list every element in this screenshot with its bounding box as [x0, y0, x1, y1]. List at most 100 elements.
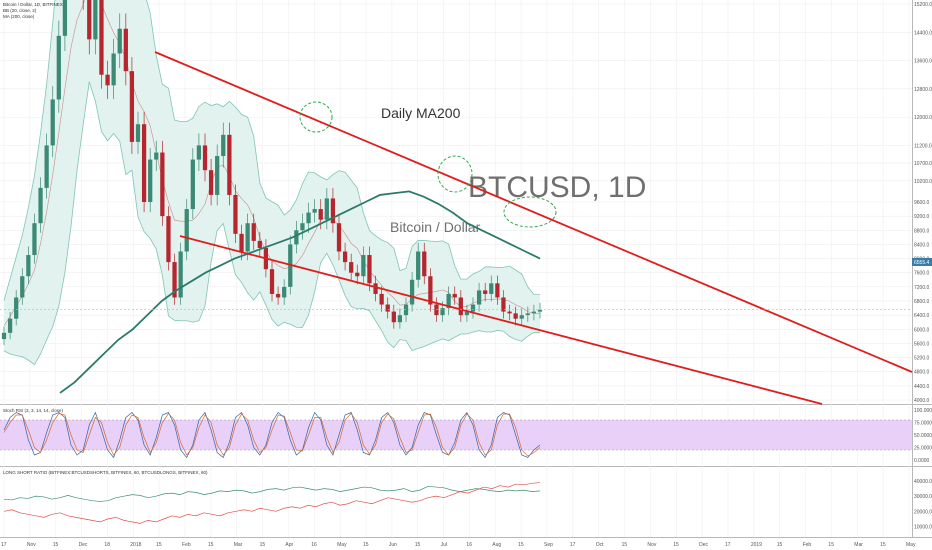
last-price-tag [912, 258, 932, 266]
time-tick-label: 15 [518, 542, 524, 548]
stoch-tick-label: 50.0000 [914, 433, 932, 439]
time-tick-label: 15 [363, 542, 369, 548]
price-tick-label: 9600.0 [914, 200, 930, 206]
ma200-line [59, 190, 541, 394]
candle [458, 297, 463, 316]
time-tick-label: 17 [570, 542, 576, 548]
time-tick-label: 15 [53, 542, 59, 548]
touch-highlight [503, 196, 557, 228]
candle [172, 262, 177, 298]
candle [105, 74, 110, 86]
time-tick-label: Mar [854, 542, 863, 548]
candle [160, 152, 165, 217]
price-axis: 15200.0 14400.0 13600.0 12800.0 12000.0 11200… [914, 2, 932, 530]
time-tick-label: Jun [389, 542, 397, 548]
candle [452, 293, 457, 298]
candle [50, 99, 55, 146]
candle [32, 223, 37, 256]
candle [446, 293, 451, 309]
candle [440, 308, 445, 316]
bollinger-lower [3, 81, 541, 366]
time-tick-label: 15 [415, 542, 421, 548]
time-tick-label: Aug [492, 542, 501, 548]
price-tick-label: 10700.0 [914, 161, 932, 167]
ratio-tick-label: 40000.0000 [914, 479, 932, 485]
watermark-sub: Bitcoin / Dollar [390, 219, 481, 235]
candle [178, 251, 183, 298]
stoch-line-k [3, 411, 541, 459]
time-tick-label: Jul [441, 542, 447, 548]
candle [373, 283, 378, 294]
time-tick-label: Oct [596, 542, 604, 548]
price-tick-label: 8400.0 [914, 242, 930, 248]
candle [190, 159, 195, 210]
candle [282, 286, 287, 298]
price-tick-label: 5600.0 [914, 341, 930, 347]
time-tick-label: Nov [647, 542, 656, 548]
candle [501, 297, 506, 312]
candle [537, 309, 543, 312]
candle [62, 0, 68, 36]
time-tick-label: Dec [699, 542, 708, 548]
bollinger-band-fill [4, 0, 540, 365]
candle [117, 28, 122, 54]
touch-highlight [437, 155, 473, 193]
stoch-tick-label: 75.0000 [914, 421, 932, 427]
candle [239, 233, 244, 252]
candle [470, 304, 476, 312]
candle [26, 255, 31, 277]
candle [361, 255, 366, 277]
candle [233, 194, 238, 234]
ratio-tick-label: 10000.0000 [914, 524, 932, 530]
candle [135, 124, 141, 142]
candle [519, 315, 524, 319]
price-tick-label: 15200.0 [914, 2, 932, 8]
candle [251, 223, 256, 241]
candle [166, 216, 171, 263]
candle [300, 223, 305, 231]
price-tick-label: 7200.0 [914, 285, 930, 291]
candle [245, 223, 250, 252]
candle [141, 124, 147, 202]
candle [525, 313, 530, 316]
time-tick-label: 18 [104, 542, 110, 548]
time-tick-label: Apr [285, 542, 293, 548]
time-tick-label: 15 [777, 542, 783, 548]
candle [507, 311, 512, 314]
candle [257, 240, 262, 248]
candle [294, 230, 299, 245]
stoch-rsi-chart [0, 411, 912, 459]
candle [111, 53, 116, 86]
candle [275, 293, 281, 298]
time-tick-label: Sep [544, 542, 553, 548]
upper-trendline [154, 51, 913, 373]
time-tick-label: 2019 [751, 542, 762, 548]
time-tick-label: 15 [880, 542, 886, 548]
candle [1, 332, 7, 340]
candle [184, 209, 189, 252]
time-tick-label: Feb [182, 542, 191, 548]
time-tick-label: 16 [311, 542, 317, 548]
time-tick-label: 15 [622, 542, 628, 548]
price-tick-label: 7600.0 [914, 271, 930, 277]
candle [391, 311, 396, 323]
stoch-tick-label: 100.0000 [914, 408, 932, 414]
time-tick-label: 15 [260, 542, 266, 548]
stoch-tick-label: 0.0000 [914, 458, 930, 464]
time-axis: 17 Nov 15 Dec 18 2018 15 Feb 15 Mar 15 Apr 16 May 15 Ju… [1, 542, 916, 548]
time-tick-label: Mar [234, 542, 243, 548]
ratio-panel [0, 467, 912, 537]
candle [129, 71, 135, 142]
candle [227, 134, 232, 195]
price-tick-label: 6400.0 [914, 313, 930, 319]
candle [531, 311, 537, 314]
candle [306, 212, 311, 224]
candle [123, 28, 128, 72]
candle [342, 251, 348, 263]
candle [99, 0, 104, 75]
candle [20, 276, 25, 298]
time-tick-label: 15 [208, 542, 214, 548]
price-tick-label: 11200.0 [914, 143, 932, 149]
price-chart: BTCUSD, 1D Bitcoin / Dollar [0, 0, 913, 405]
